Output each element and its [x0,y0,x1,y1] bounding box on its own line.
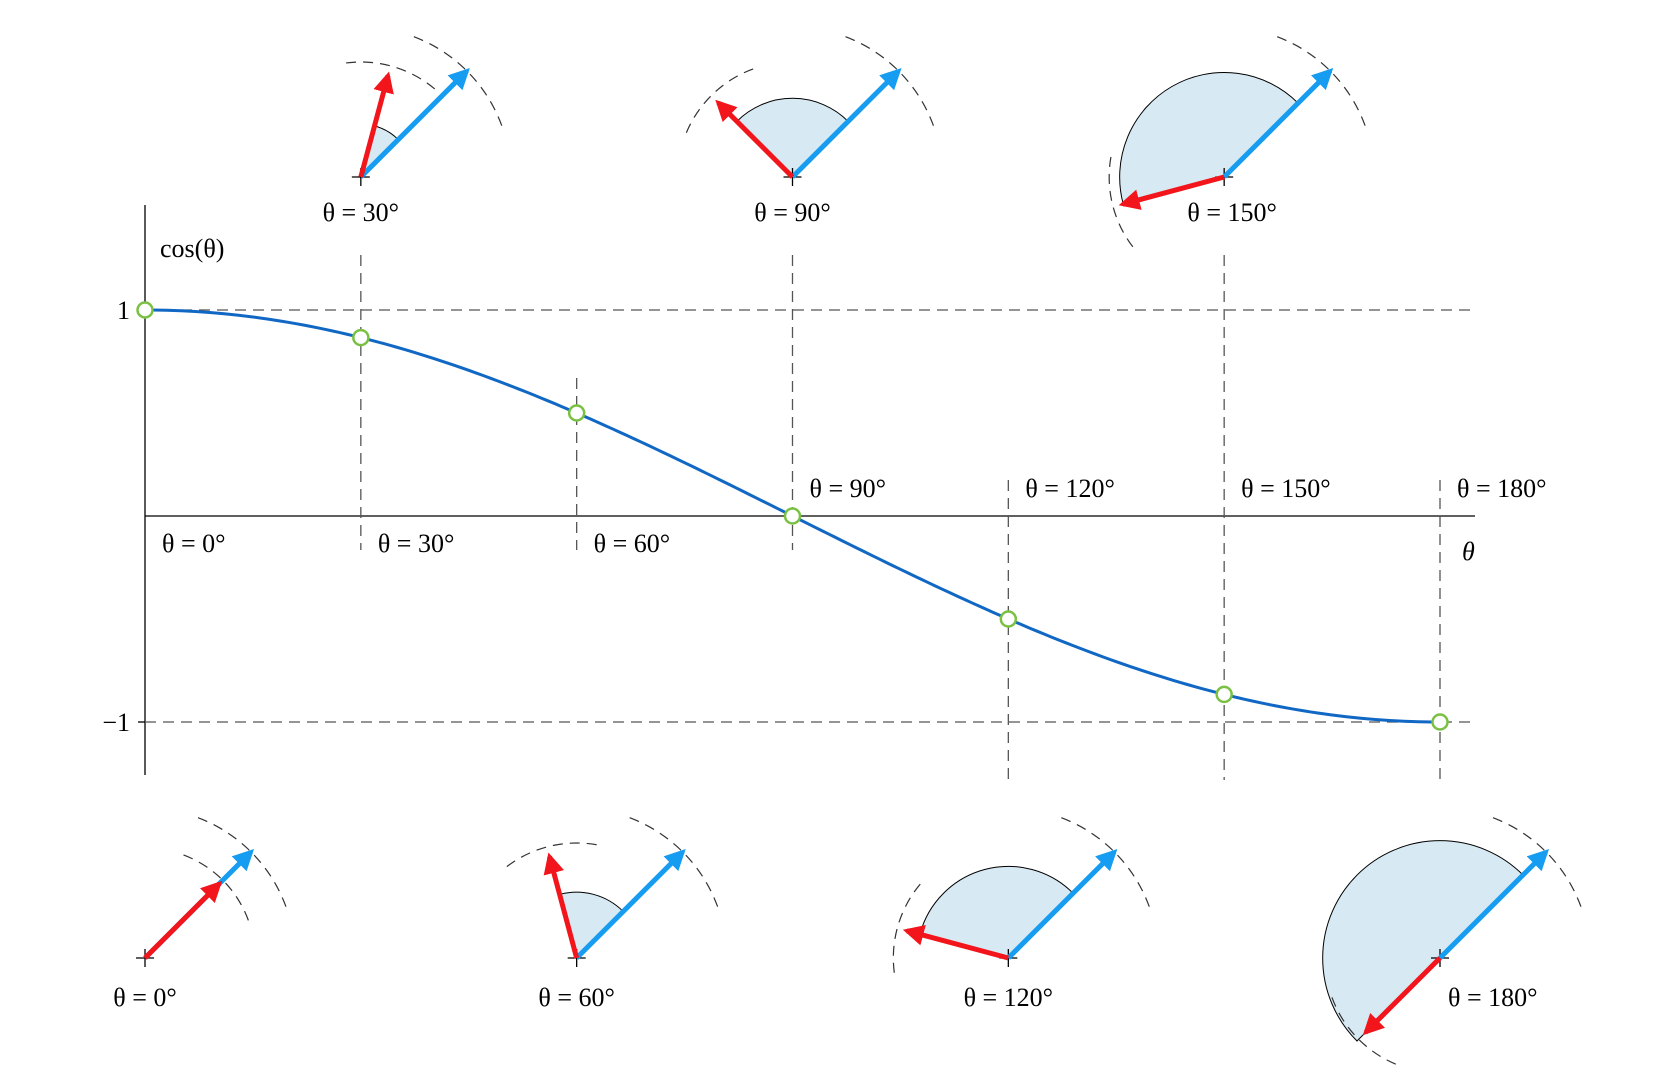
angle-label-60: θ = 60° [594,529,671,558]
angle-wedge-150 [1120,73,1298,205]
angle-label-30: θ = 30° [378,529,455,558]
y-axis-label: cos(θ) [160,234,224,263]
sample-point-120 [1001,612,1016,627]
diagram-label-150: θ = 150° [1187,198,1277,227]
vector-diagram-150: θ = 150° [1109,36,1365,251]
angle-label-180: θ = 180° [1457,474,1547,503]
angle-label-120: θ = 120° [1025,474,1115,503]
vector-diagram-30: θ = 30° [323,36,502,227]
angle-label-90: θ = 90° [810,474,887,503]
vector-diagram-120: θ = 120° [893,817,1149,1012]
vector-diagram-90: θ = 90° [684,36,933,227]
sample-point-90 [785,509,800,524]
diagram-label-180: θ = 180° [1448,983,1538,1012]
diagram-label-90: θ = 90° [754,198,831,227]
sample-point-30 [353,330,368,345]
diagram-label-60: θ = 60° [538,983,615,1012]
sample-point-0 [138,303,153,318]
diagram-label-120: θ = 120° [964,983,1054,1012]
angle-wedge-120 [920,866,1073,958]
angle-label-150: θ = 150° [1241,474,1331,503]
diagram-label-30: θ = 30° [323,198,400,227]
rotated-vector-0 [145,884,219,958]
sample-point-60 [569,406,584,421]
y-tick-label-1: 1 [117,296,130,325]
vector-diagram-0: θ = 0° [113,817,286,1012]
sample-point-180 [1433,715,1448,730]
vector-diagram-60: θ = 60° [503,817,718,1012]
diagram-label-0: θ = 0° [113,983,177,1012]
sample-point-150 [1217,687,1232,702]
x-axis-label: θ [1462,537,1475,566]
angle-label-0: θ = 0° [162,529,226,558]
vector-diagram-180: θ = 180° [1323,817,1581,1066]
y-tick-label-neg1: −1 [102,708,130,737]
vector-diagrams: θ = 30° θ = 90° θ = 150° θ = 0° θ = 60° θ = 1… [113,36,1581,1066]
